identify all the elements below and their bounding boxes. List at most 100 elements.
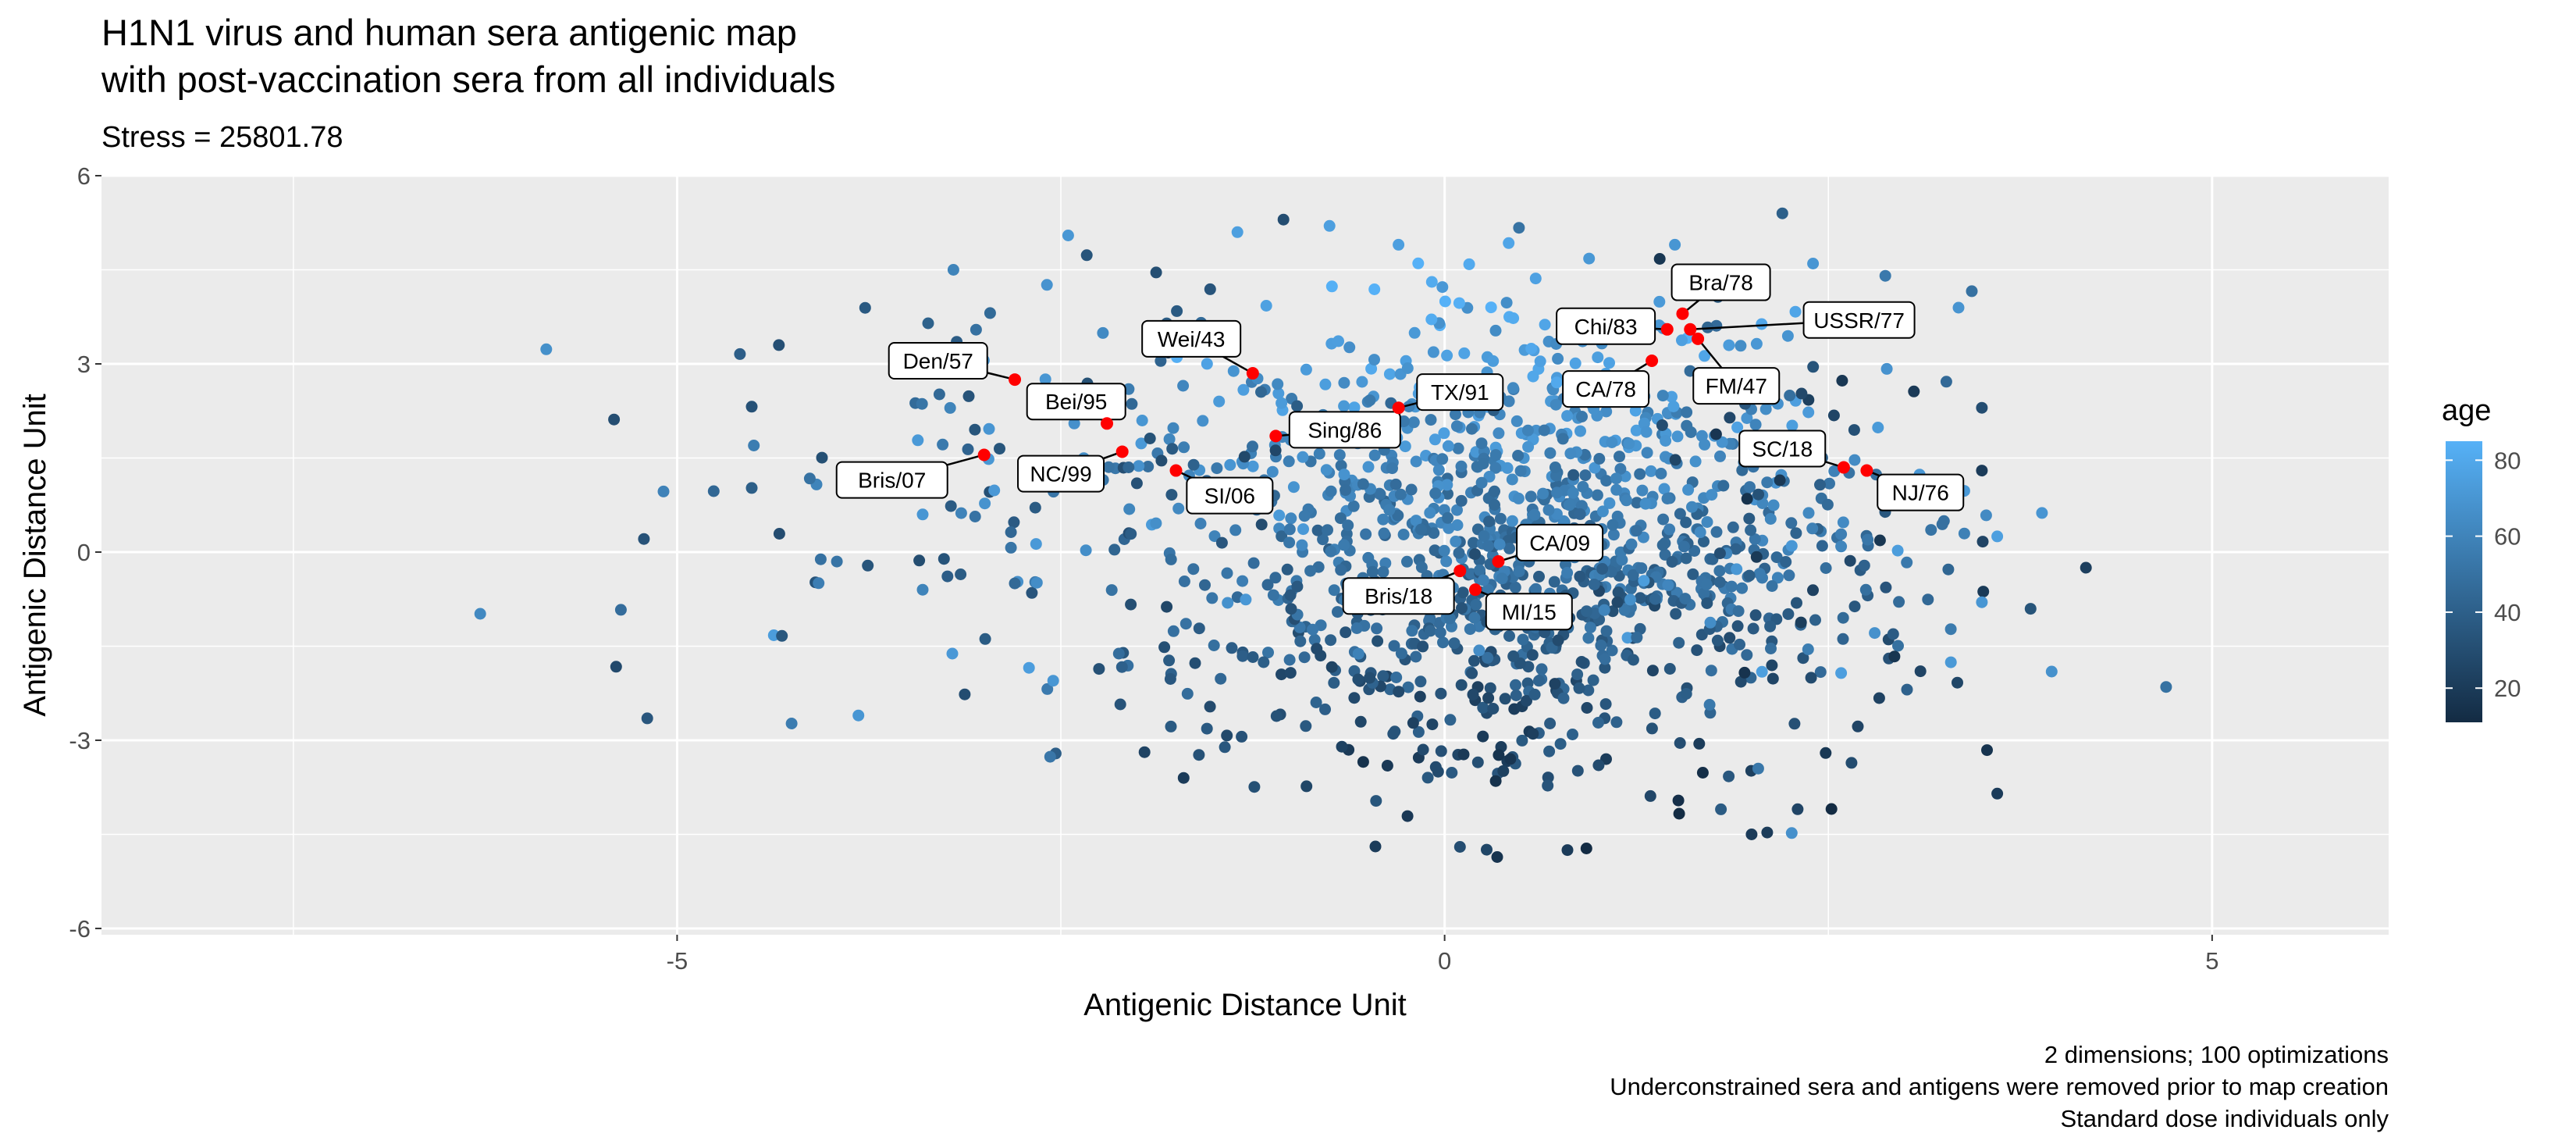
serum-point xyxy=(1468,536,1479,549)
antigen-label-box xyxy=(1017,454,1105,493)
serum-point xyxy=(1494,512,1507,525)
serum-point xyxy=(1429,487,1442,500)
serum-point xyxy=(1269,444,1282,457)
serum-point xyxy=(1575,656,1588,668)
serum-point xyxy=(1451,504,1463,516)
serum-point xyxy=(1761,476,1774,489)
antigen-point xyxy=(1684,323,1697,336)
serum-point xyxy=(1735,340,1747,352)
serum-point xyxy=(1276,668,1287,681)
serum-point xyxy=(1497,764,1510,777)
serum-point xyxy=(1350,622,1363,634)
serum-point xyxy=(1165,553,1177,565)
serum-point xyxy=(1366,565,1379,578)
serum-point xyxy=(1644,789,1656,802)
serum-point xyxy=(1715,803,1727,815)
serum-point xyxy=(1164,673,1176,685)
serum-point xyxy=(1499,693,1511,705)
serum-point xyxy=(1481,843,1493,856)
serum-point xyxy=(1535,663,1548,675)
serum-point xyxy=(1158,641,1171,654)
antigen-point xyxy=(977,448,991,462)
serum-point xyxy=(1115,661,1128,673)
serum-point xyxy=(1261,579,1274,591)
serum-point xyxy=(1457,586,1469,599)
serum-point xyxy=(1338,469,1350,481)
serum-point xyxy=(1673,807,1685,820)
antigen-label-box xyxy=(1416,373,1504,412)
serum-point xyxy=(707,485,720,497)
serum-point xyxy=(1450,408,1461,421)
legend: age 20 40 60 80 xyxy=(2442,394,2521,722)
serum-point xyxy=(1138,746,1151,758)
serum-point xyxy=(1699,438,1711,451)
serum-point xyxy=(1711,634,1724,647)
serum-point xyxy=(1179,618,1192,630)
serum-point xyxy=(1552,634,1564,647)
antigen-label-box xyxy=(1485,593,1573,631)
serum-point xyxy=(1735,675,1747,688)
serum-point xyxy=(610,661,622,673)
serum-point xyxy=(1215,672,1227,685)
serum-point xyxy=(1204,700,1216,713)
serum-point xyxy=(1766,580,1778,592)
serum-point xyxy=(1731,421,1744,433)
serum-point xyxy=(1417,640,1429,653)
serum-point xyxy=(1466,667,1478,679)
serum-point xyxy=(1304,565,1317,577)
serum-point xyxy=(1743,512,1756,525)
serum-point xyxy=(1666,556,1678,568)
serum-point xyxy=(1364,672,1376,684)
x-tick-label: 0 xyxy=(1438,947,1451,975)
serum-point xyxy=(1780,556,1792,568)
serum-point xyxy=(1627,568,1639,581)
serum-point xyxy=(1311,524,1324,536)
serum-point xyxy=(1405,483,1418,496)
serum-point xyxy=(1606,519,1619,531)
serum-point xyxy=(1576,411,1588,422)
serum-point xyxy=(1976,401,1988,414)
serum-point xyxy=(1222,597,1234,609)
serum-point xyxy=(1610,716,1623,729)
legend-ticks: 20 40 60 80 xyxy=(2446,447,2521,702)
x-tick-label: -5 xyxy=(667,947,688,975)
serum-point xyxy=(1749,419,1762,431)
serum-point xyxy=(1181,687,1194,700)
serum-point xyxy=(1582,632,1595,644)
serum-point xyxy=(1348,692,1361,704)
serum-point xyxy=(1424,507,1436,519)
serum-point xyxy=(1639,497,1652,510)
antigen-label: Wei/43 xyxy=(1158,327,1226,351)
serum-point xyxy=(1549,678,1561,690)
serum-point xyxy=(1756,318,1768,330)
serum-point xyxy=(1406,625,1418,637)
serum-point xyxy=(1713,576,1726,588)
serum-point xyxy=(1332,606,1343,618)
serum-point xyxy=(1291,580,1304,593)
serum-point xyxy=(1814,479,1826,491)
serum-point xyxy=(1848,424,1860,437)
serum-point xyxy=(657,485,670,497)
serum-point xyxy=(1446,767,1458,779)
serum-point xyxy=(1630,525,1642,536)
serum-point xyxy=(1625,538,1638,551)
serum-point xyxy=(1682,483,1695,496)
serum-point xyxy=(2160,681,2172,693)
serum-point xyxy=(1701,597,1713,609)
serum-point xyxy=(1177,380,1190,392)
serum-point xyxy=(984,307,996,319)
serum-point xyxy=(1914,665,1927,678)
serum-point xyxy=(1638,575,1650,587)
serum-point xyxy=(1533,675,1545,687)
serum-point xyxy=(1892,640,1904,652)
serum-point xyxy=(1693,737,1706,750)
serum-point xyxy=(1976,596,1988,608)
serum-point xyxy=(1699,350,1711,362)
serum-point xyxy=(933,388,945,401)
serum-point xyxy=(1557,692,1570,704)
serum-point xyxy=(1483,515,1495,528)
serum-point xyxy=(1450,535,1462,547)
serum-point xyxy=(969,423,981,436)
serum-point xyxy=(1636,484,1649,497)
serum-point xyxy=(1377,565,1389,578)
